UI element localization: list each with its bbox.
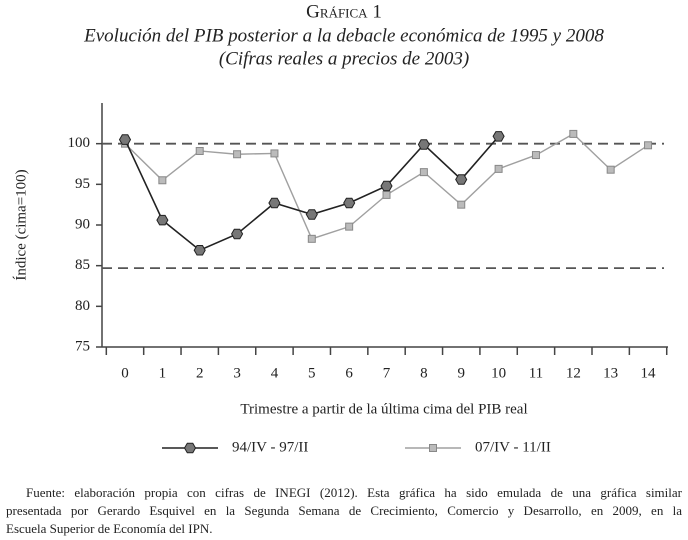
marker: [343, 197, 356, 209]
x-axis-label: Trimestre a partir de la última cima del…: [240, 401, 527, 417]
x-tick-label: 11: [529, 365, 543, 381]
marker: [531, 151, 540, 160]
marker: [183, 442, 197, 454]
y-tick-label: 75: [75, 338, 90, 354]
y-tick-label: 100: [68, 135, 91, 151]
marker: [268, 197, 281, 209]
marker: [380, 180, 393, 192]
x-tick-label: 10: [491, 365, 506, 381]
footnote: Escuela Superior de Economía del IPN.: [6, 521, 213, 536]
x-tick-label: 1: [159, 365, 167, 381]
marker: [195, 146, 204, 155]
x-tick-label: 9: [457, 365, 465, 381]
marker: [233, 150, 242, 159]
marker: [382, 190, 391, 199]
marker: [118, 134, 132, 145]
x-tick-label: 0: [121, 365, 129, 381]
y-axis-label: Índice (cima=100): [12, 169, 29, 280]
marker: [417, 139, 430, 150]
marker: [644, 141, 653, 150]
legend-label: 94/IV - 97/II: [232, 439, 308, 455]
marker: [455, 174, 468, 185]
x-tick-label: 4: [271, 365, 279, 381]
y-tick-label: 90: [75, 216, 90, 232]
x-tick-label: 13: [603, 365, 618, 381]
x-tick-label: 2: [196, 365, 204, 381]
legend-label: 07/IV - 11/II: [475, 439, 551, 455]
marker: [158, 176, 167, 185]
footnote: presentada por Gerardo Esquivel en la Se…: [6, 503, 682, 518]
marker: [457, 200, 466, 209]
footnote: Fuente: elaboración propia con cifras de…: [26, 485, 682, 500]
marker: [494, 164, 503, 173]
x-tick-label: 5: [308, 365, 316, 381]
x-tick-label: 7: [383, 365, 391, 381]
chart-subtitle: (Cifras reales a precios de 2003): [219, 48, 469, 69]
marker: [345, 222, 354, 231]
x-tick-label: 6: [345, 365, 353, 381]
x-tick-label: 3: [233, 365, 241, 381]
marker: [419, 168, 428, 177]
marker: [569, 129, 578, 138]
y-tick-label: 85: [75, 257, 90, 273]
x-tick-label: 12: [566, 365, 581, 381]
chart: Gráfica 1 Evolución del PIB posterior a …: [12, 1, 668, 455]
marker: [307, 234, 316, 243]
marker: [270, 149, 279, 158]
x-tick-label: 14: [641, 365, 657, 381]
chart-title: Gráfica 1: [306, 1, 382, 22]
marker: [193, 245, 206, 256]
marker: [492, 131, 505, 142]
marker: [606, 165, 615, 174]
y-tick-label: 80: [75, 298, 90, 314]
marker: [305, 209, 318, 220]
chart-subtitle: Evolución del PIB posterior a la debacle…: [83, 25, 604, 46]
marker: [156, 214, 169, 226]
y-tick-label: 95: [75, 176, 90, 192]
x-tick-label: 8: [420, 365, 428, 381]
marker: [429, 444, 437, 452]
series-line: [124, 135, 500, 252]
marker: [231, 228, 244, 240]
